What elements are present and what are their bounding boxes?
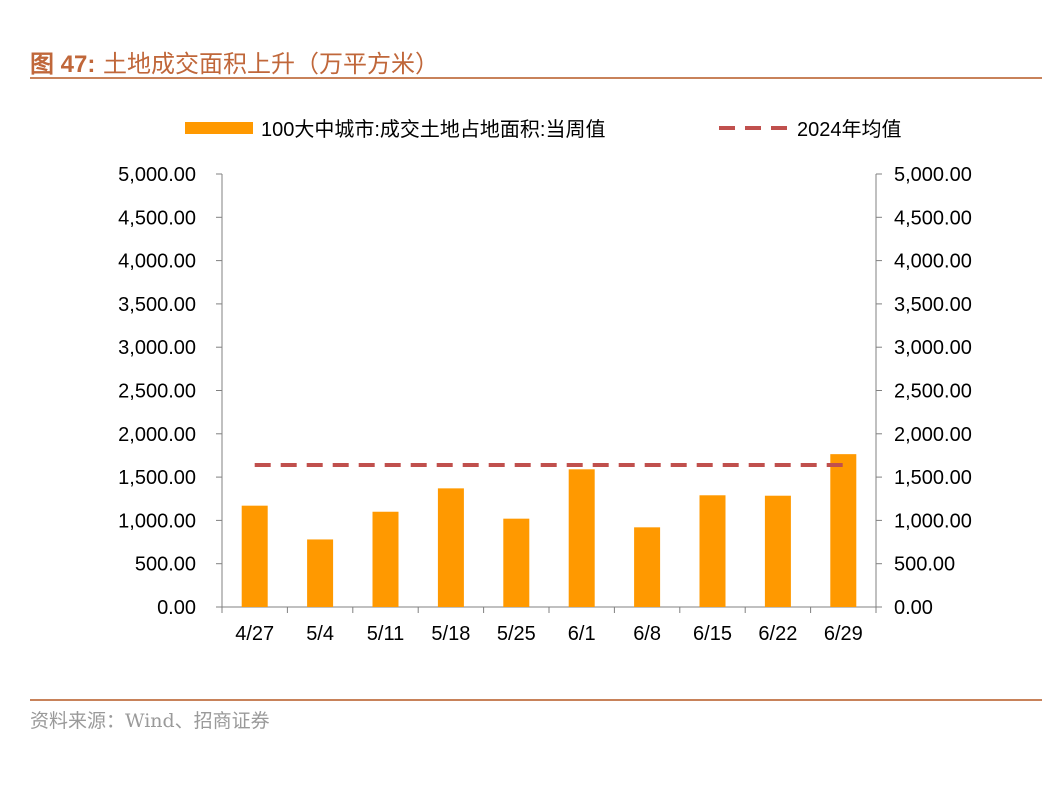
chart-title: 土地成交面积上升（万平方米） <box>103 50 439 78</box>
figure-number: 图 47: <box>30 51 96 78</box>
y-tick-label-left: 1,000.00 <box>118 510 196 532</box>
bar <box>503 518 530 607</box>
source-divider <box>30 699 1042 701</box>
bar <box>830 454 857 607</box>
legend-label-bar: 100大中城市:成交土地占地面积:当周值 <box>261 118 605 141</box>
chart-area: 100大中城市:成交土地占地面积:当周值 2024年均值 0.00 500.00 1… <box>0 100 1043 660</box>
bar <box>307 539 334 607</box>
x-tick-label: 5/18 <box>431 623 470 645</box>
figure-title: 图 47: 土地成交面积上升（万平方米） <box>30 40 1040 79</box>
legend-swatch-bar <box>185 122 253 134</box>
y-tick-label-right: 2,000.00 <box>894 424 972 446</box>
y-tick-label-right: 0.00 <box>894 597 933 619</box>
y-tick-label-left: 5,000.00 <box>118 164 196 186</box>
y-tick-label-left: 0.00 <box>157 597 196 619</box>
y-tick-label-right: 4,500.00 <box>894 207 972 229</box>
y-tick-label-left: 4,500.00 <box>118 207 196 229</box>
x-tick-label: 5/11 <box>367 623 404 645</box>
bar <box>437 488 464 607</box>
bars <box>241 454 857 607</box>
bar <box>241 505 268 607</box>
legend-label-avg: 2024年均值 <box>797 118 902 141</box>
x-tick-label: 6/15 <box>693 623 732 645</box>
y-tick-label-right: 2,500.00 <box>894 381 972 403</box>
bar <box>634 527 661 607</box>
figure-title-text: 图 47: 土地成交面积上升（万平方米） <box>30 44 439 79</box>
y-tick-label-left: 4,000.00 <box>118 251 196 273</box>
title-divider <box>30 77 1042 79</box>
x-tick-label: 5/4 <box>306 623 334 645</box>
y-tick-label-left: 3,000.00 <box>118 337 196 359</box>
x-tick-label: 6/29 <box>824 623 863 645</box>
legend: 100大中城市:成交土地占地面积:当周值 2024年均值 <box>185 118 902 141</box>
y-tick-label-left: 2,500.00 <box>118 381 196 403</box>
x-tick-label: 4/27 <box>235 623 274 645</box>
x-tick-label: 6/8 <box>633 623 661 645</box>
bar <box>372 511 399 607</box>
y-tick-label-right: 1,500.00 <box>894 467 972 489</box>
y-tick-label-right: 3,000.00 <box>894 337 972 359</box>
y-tick-label-left: 3,500.00 <box>118 294 196 316</box>
y-tick-label-right: 500.00 <box>894 554 955 576</box>
source-note: 资料来源：Wind、招商证券 <box>30 710 270 732</box>
y-tick-label-right: 5,000.00 <box>894 164 972 186</box>
y-tick-label-right: 1,000.00 <box>894 510 972 532</box>
y-tick-label-right: 4,000.00 <box>894 251 972 273</box>
x-tick-label: 6/22 <box>758 623 797 645</box>
axes: 0.00 500.00 1,000.00 1,500.00 2,000.00 2,500.… <box>118 164 972 645</box>
bar <box>568 469 595 607</box>
y-tick-label-left: 2,000.00 <box>118 424 196 446</box>
bar <box>764 495 791 607</box>
bar <box>699 495 726 607</box>
bar-chart: 100大中城市:成交土地占地面积:当周值 2024年均值 0.00 500.00 1… <box>118 118 972 645</box>
y-tick-label-left: 1,500.00 <box>118 467 196 489</box>
y-tick-label-right: 3,500.00 <box>894 294 972 316</box>
x-tick-label: 5/25 <box>497 623 536 645</box>
x-tick-label: 6/1 <box>568 623 596 645</box>
y-tick-label-left: 500.00 <box>135 554 196 576</box>
